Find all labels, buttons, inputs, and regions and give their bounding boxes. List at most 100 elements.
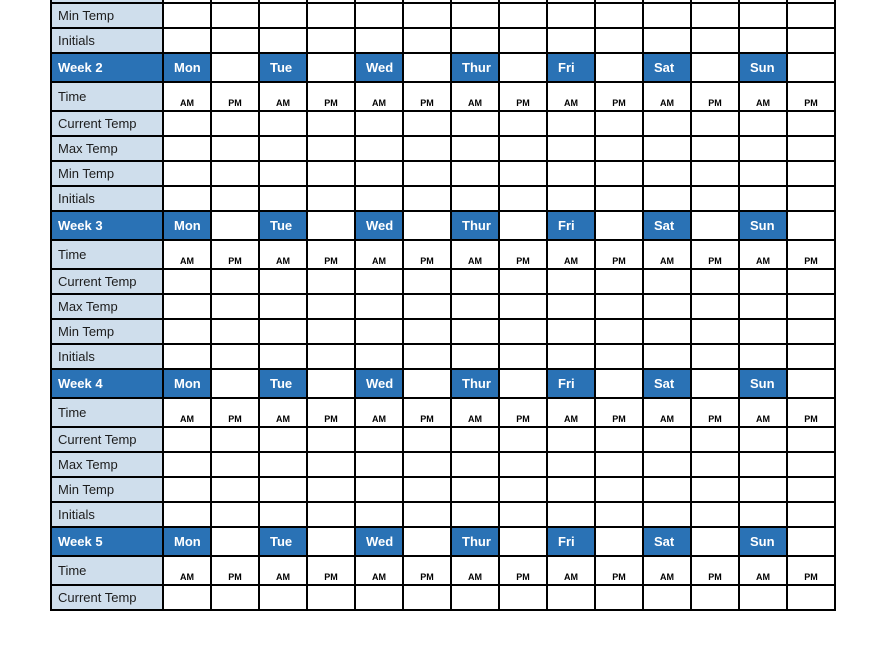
entry-cell[interactable]: [258, 584, 308, 611]
am-cell[interactable]: AM: [642, 81, 692, 112]
entry-cell[interactable]: [450, 0, 500, 4]
entry-cell[interactable]: [354, 27, 404, 54]
entry-cell[interactable]: [354, 476, 404, 503]
entry-cell[interactable]: [690, 584, 740, 611]
entry-cell[interactable]: [498, 293, 548, 320]
entry-cell[interactable]: [306, 426, 356, 453]
entry-cell[interactable]: [546, 268, 596, 295]
entry-cell[interactable]: [690, 160, 740, 187]
entry-cell[interactable]: [642, 584, 692, 611]
entry-cell[interactable]: [498, 501, 548, 528]
entry-cell[interactable]: [546, 343, 596, 370]
entry-cell[interactable]: [402, 293, 452, 320]
entry-cell[interactable]: [210, 160, 260, 187]
entry-cell[interactable]: [594, 501, 644, 528]
entry-cell[interactable]: [306, 501, 356, 528]
entry-cell[interactable]: [498, 160, 548, 187]
entry-cell[interactable]: [594, 293, 644, 320]
entry-cell[interactable]: [450, 268, 500, 295]
entry-cell[interactable]: [354, 0, 404, 4]
pm-cell[interactable]: PM: [690, 555, 740, 586]
entry-cell[interactable]: [546, 293, 596, 320]
entry-cell[interactable]: [162, 501, 212, 528]
entry-cell[interactable]: [354, 160, 404, 187]
entry-cell[interactable]: [642, 110, 692, 137]
entry-cell[interactable]: [546, 27, 596, 54]
pm-cell[interactable]: PM: [690, 239, 740, 270]
entry-cell[interactable]: [546, 110, 596, 137]
entry-cell[interactable]: [354, 501, 404, 528]
pm-cell[interactable]: PM: [498, 397, 548, 428]
entry-cell[interactable]: [786, 426, 836, 453]
entry-cell[interactable]: [354, 185, 404, 212]
pm-cell[interactable]: PM: [498, 239, 548, 270]
entry-cell[interactable]: [738, 135, 788, 162]
entry-cell[interactable]: [258, 426, 308, 453]
pm-cell[interactable]: PM: [306, 81, 356, 112]
entry-cell[interactable]: [162, 110, 212, 137]
entry-cell[interactable]: [402, 0, 452, 4]
entry-cell[interactable]: [738, 451, 788, 478]
am-cell[interactable]: AM: [642, 239, 692, 270]
entry-cell[interactable]: [786, 2, 836, 29]
entry-cell[interactable]: [450, 501, 500, 528]
entry-cell[interactable]: [402, 426, 452, 453]
entry-cell[interactable]: [786, 268, 836, 295]
entry-cell[interactable]: [690, 185, 740, 212]
entry-cell[interactable]: [306, 27, 356, 54]
entry-cell[interactable]: [354, 318, 404, 345]
entry-cell[interactable]: [258, 501, 308, 528]
entry-cell[interactable]: [210, 27, 260, 54]
entry-cell[interactable]: [306, 0, 356, 4]
entry-cell[interactable]: [402, 268, 452, 295]
entry-cell[interactable]: [594, 476, 644, 503]
entry-cell[interactable]: [690, 318, 740, 345]
pm-cell[interactable]: PM: [594, 555, 644, 586]
am-cell[interactable]: AM: [354, 81, 404, 112]
am-cell[interactable]: AM: [162, 239, 212, 270]
entry-cell[interactable]: [690, 268, 740, 295]
entry-cell[interactable]: [594, 0, 644, 4]
entry-cell[interactable]: [594, 268, 644, 295]
entry-cell[interactable]: [594, 160, 644, 187]
am-cell[interactable]: AM: [642, 555, 692, 586]
entry-cell[interactable]: [402, 476, 452, 503]
entry-cell[interactable]: [786, 318, 836, 345]
entry-cell[interactable]: [642, 451, 692, 478]
entry-cell[interactable]: [738, 318, 788, 345]
entry-cell[interactable]: [498, 135, 548, 162]
am-cell[interactable]: AM: [450, 239, 500, 270]
entry-cell[interactable]: [786, 160, 836, 187]
entry-cell[interactable]: [210, 268, 260, 295]
pm-cell[interactable]: PM: [786, 555, 836, 586]
entry-cell[interactable]: [498, 476, 548, 503]
entry-cell[interactable]: [642, 343, 692, 370]
am-cell[interactable]: AM: [354, 555, 404, 586]
entry-cell[interactable]: [450, 476, 500, 503]
entry-cell[interactable]: [210, 451, 260, 478]
entry-cell[interactable]: [258, 343, 308, 370]
entry-cell[interactable]: [786, 110, 836, 137]
am-cell[interactable]: AM: [354, 397, 404, 428]
entry-cell[interactable]: [162, 318, 212, 345]
am-cell[interactable]: AM: [738, 555, 788, 586]
pm-cell[interactable]: PM: [210, 397, 260, 428]
entry-cell[interactable]: [546, 0, 596, 4]
entry-cell[interactable]: [402, 451, 452, 478]
entry-cell[interactable]: [546, 185, 596, 212]
entry-cell[interactable]: [642, 2, 692, 29]
entry-cell[interactable]: [210, 135, 260, 162]
entry-cell[interactable]: [402, 27, 452, 54]
pm-cell[interactable]: PM: [786, 239, 836, 270]
entry-cell[interactable]: [786, 27, 836, 54]
entry-cell[interactable]: [786, 185, 836, 212]
entry-cell[interactable]: [210, 476, 260, 503]
entry-cell[interactable]: [498, 318, 548, 345]
entry-cell[interactable]: [450, 135, 500, 162]
pm-cell[interactable]: PM: [594, 239, 644, 270]
entry-cell[interactable]: [498, 426, 548, 453]
entry-cell[interactable]: [450, 451, 500, 478]
entry-cell[interactable]: [162, 476, 212, 503]
entry-cell[interactable]: [354, 584, 404, 611]
entry-cell[interactable]: [402, 110, 452, 137]
